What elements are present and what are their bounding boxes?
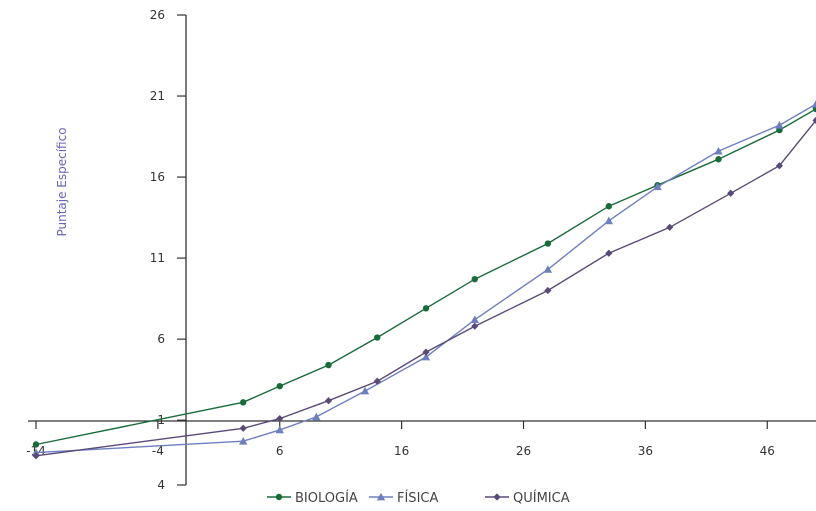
legend-marker-biologia [275, 493, 283, 501]
data-point-quimica [239, 424, 247, 432]
y-axis-title: Puntaje Específico [55, 127, 69, 236]
data-point-fisica [360, 386, 370, 395]
y-tick-label: 4 [157, 478, 165, 492]
data-point-biologia [715, 156, 722, 163]
legend-marker-fisica [376, 492, 386, 501]
data-point-biologia [325, 361, 332, 369]
y-tick-label: 1 [157, 413, 165, 427]
data-point-biologia [374, 334, 381, 341]
data-point-quimica [471, 322, 479, 330]
data-point-biologia [276, 382, 283, 390]
data-point-quimica [373, 377, 381, 385]
data-point-fisica [811, 99, 816, 108]
legend-label-quimica: QUÍMICA [513, 490, 570, 506]
x-tick-label: 26 [516, 444, 531, 458]
legend-marker-quimica [493, 493, 501, 501]
series-layer [31, 99, 816, 460]
data-point-quimica [727, 189, 735, 197]
data-point-quimica [544, 286, 552, 295]
series-line-biologia [35, 108, 816, 446]
data-point-fisica [31, 448, 41, 456]
x-tick-label: 6 [276, 444, 284, 458]
y-tick-label: 26 [150, 8, 165, 22]
legend-label-fisica: FÍSICA [397, 490, 438, 506]
data-point-fisica [238, 437, 248, 445]
series-fisica [31, 99, 816, 456]
series-line-fisica [35, 103, 816, 454]
data-point-quimica [605, 249, 613, 257]
legend: BIOLOGÍA FÍSICA QUÍMICA [267, 490, 570, 506]
data-point-fisica [775, 121, 784, 129]
data-point-quimica [32, 452, 40, 460]
legend-item-quimica: QUÍMICA [485, 490, 570, 506]
x-tick-label: 46 [760, 444, 775, 458]
x-tick-label: -4 [152, 444, 164, 458]
series-biologia [32, 105, 816, 448]
data-point-fisica [421, 352, 431, 361]
data-point-quimica [276, 414, 284, 423]
data-point-fisica [275, 425, 284, 434]
series-quimica [32, 116, 816, 460]
data-point-biologia [239, 399, 247, 406]
x-tick-label: 16 [394, 444, 409, 458]
y-tick-label: 21 [150, 89, 165, 103]
data-point-biologia [422, 305, 430, 312]
data-point-biologia [471, 275, 478, 283]
y-tick-label: 16 [150, 170, 165, 184]
data-point-fisica [653, 182, 662, 191]
legend-item-fisica: FÍSICA [369, 490, 438, 506]
data-point-fisica [714, 146, 723, 155]
data-point-quimica [422, 348, 430, 356]
y-tick-label: 6 [157, 332, 165, 346]
legend-item-biologia: BIOLOGÍA [267, 490, 358, 506]
data-point-biologia [544, 240, 552, 247]
data-point-fisica [543, 265, 553, 273]
x-tick-label: 36 [638, 444, 653, 458]
data-point-quimica [666, 223, 674, 231]
y-tick-label: 11 [150, 251, 165, 265]
data-point-biologia [32, 441, 40, 448]
legend-label-biologia: BIOLOGÍA [295, 490, 358, 506]
data-point-fisica [604, 216, 614, 225]
data-point-biologia [605, 203, 613, 210]
data-point-quimica [775, 162, 784, 170]
data-point-fisica [312, 412, 321, 421]
data-point-quimica [324, 397, 333, 405]
data-point-fisica [470, 315, 479, 324]
data-point-quimica [812, 116, 816, 124]
